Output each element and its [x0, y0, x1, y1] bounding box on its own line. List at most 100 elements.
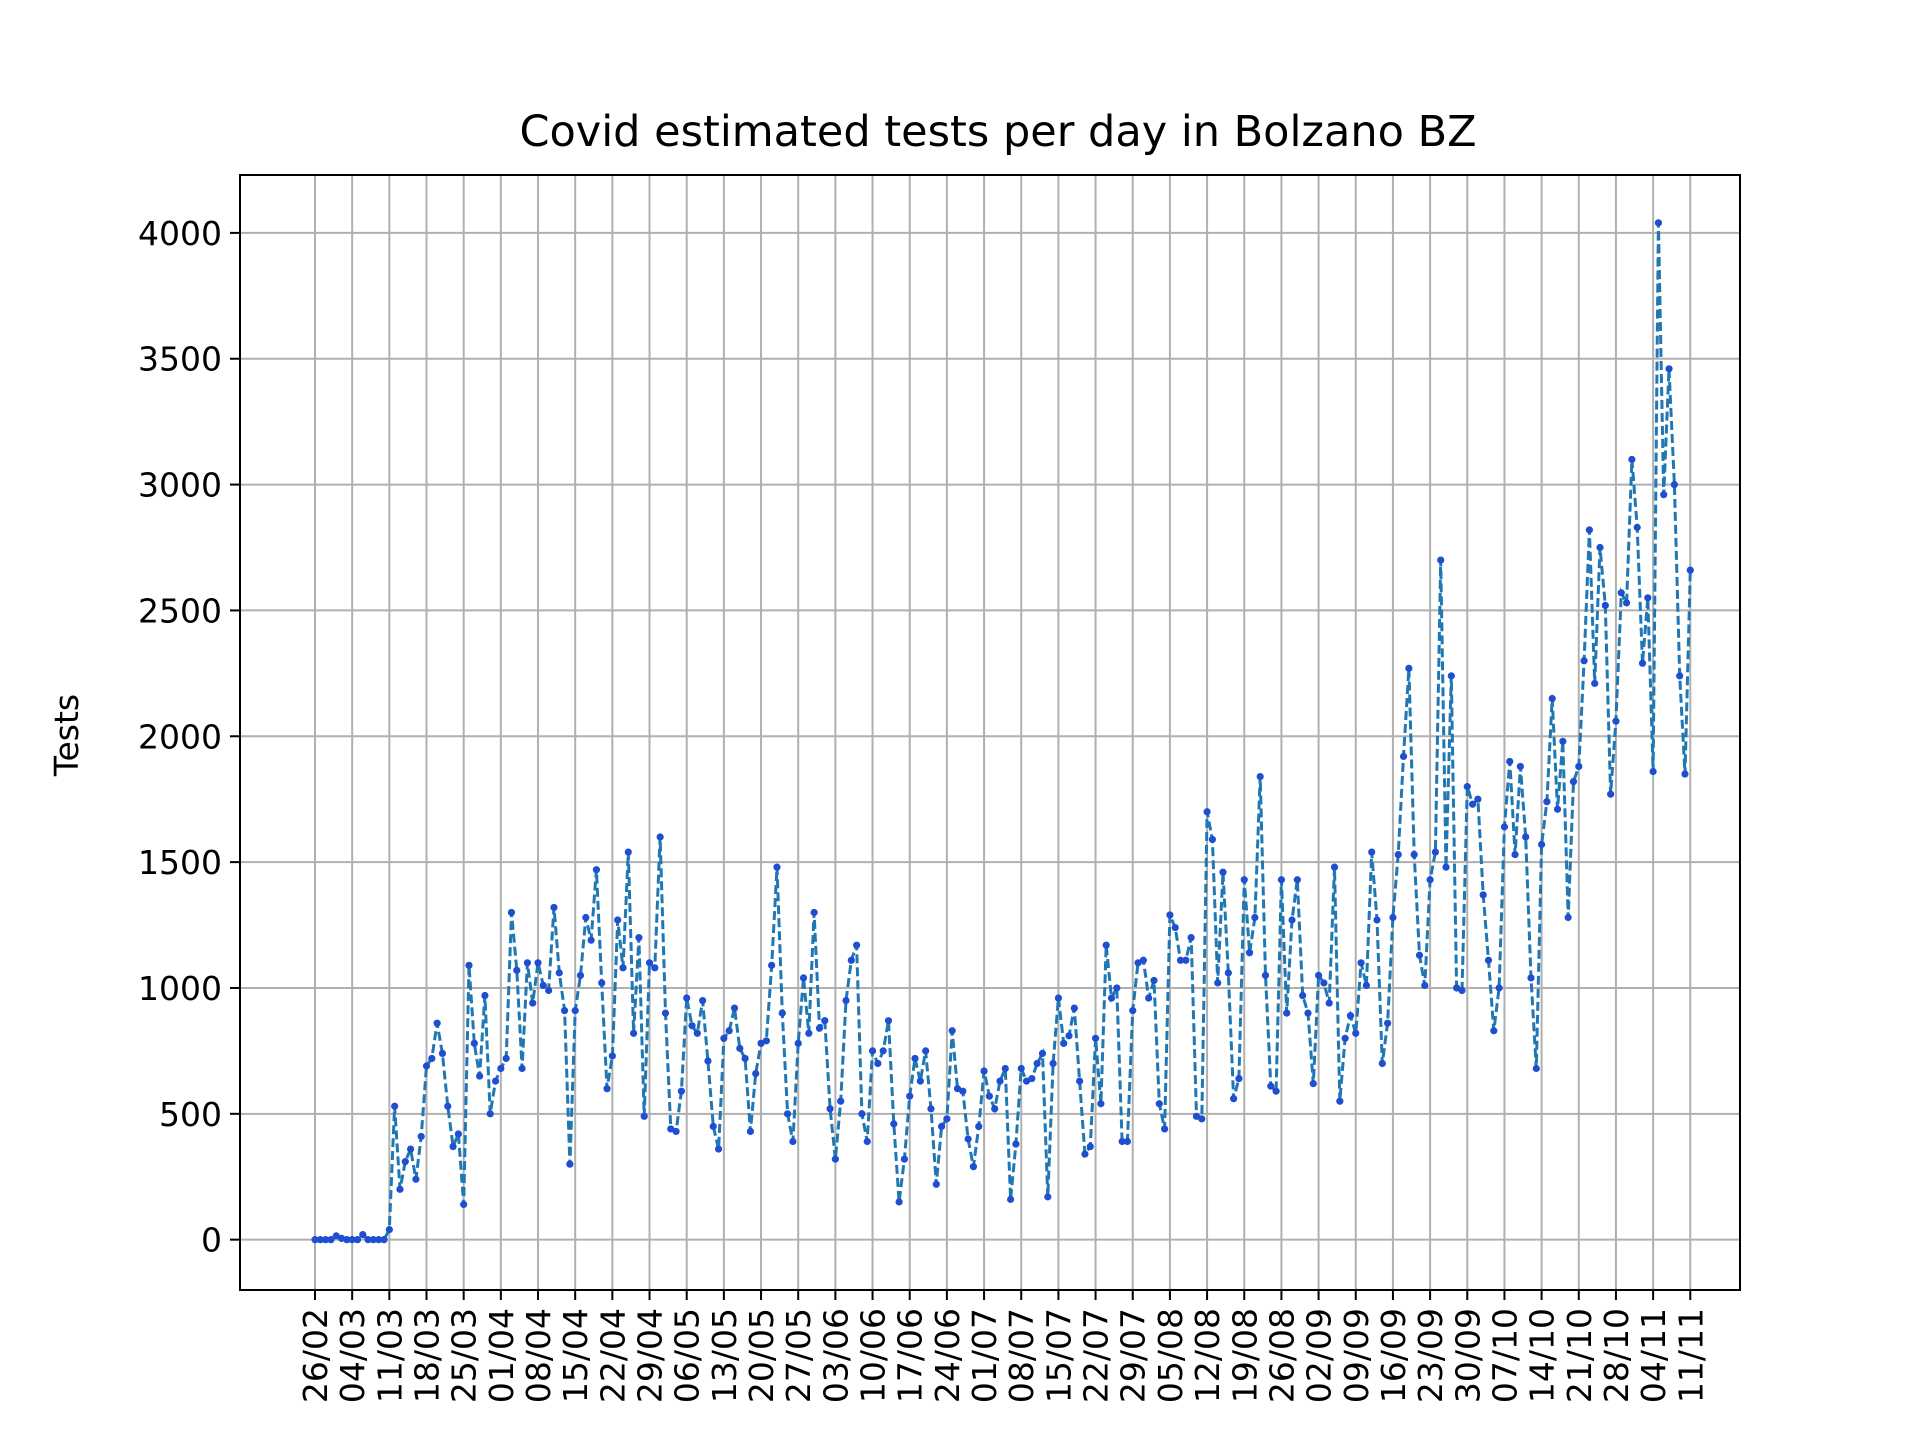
- data-point: [810, 908, 818, 917]
- data-point: [1458, 986, 1466, 995]
- data-point: [1628, 455, 1636, 464]
- data-point: [1107, 994, 1116, 1002]
- y-axis-label: Tests: [47, 694, 86, 777]
- data-point: [1426, 876, 1434, 884]
- y-tick-label: 2500: [138, 591, 222, 630]
- data-point: [1049, 1059, 1057, 1068]
- data-point: [316, 1236, 324, 1244]
- data-point: [513, 966, 521, 974]
- data-point: [624, 848, 632, 856]
- data-point: [1368, 848, 1376, 856]
- x-tick-label: 19/08: [1225, 1308, 1264, 1403]
- data-point: [1033, 1059, 1041, 1068]
- data-point: [380, 1236, 388, 1244]
- data-point: [571, 1007, 579, 1015]
- data-point: [1378, 1059, 1386, 1068]
- data-point: [449, 1142, 457, 1151]
- data-point: [1277, 876, 1286, 884]
- x-tick-label: 26/08: [1262, 1308, 1301, 1403]
- data-point: [916, 1077, 924, 1085]
- data-point: [1564, 913, 1572, 922]
- x-tick-label: 17/06: [891, 1308, 930, 1403]
- data-point: [1272, 1087, 1280, 1095]
- data-point: [1522, 833, 1530, 841]
- data-point: [1320, 979, 1328, 987]
- data-point: [1415, 951, 1424, 959]
- data-point: [460, 1200, 468, 1209]
- grid: [240, 175, 1740, 1290]
- data-point: [1442, 863, 1450, 871]
- data-point: [645, 959, 654, 967]
- x-tick-label: 04/03: [333, 1308, 372, 1403]
- data-point: [1038, 1049, 1047, 1058]
- data-point: [422, 1062, 431, 1070]
- data-point: [614, 916, 622, 924]
- data-point: [1155, 1100, 1163, 1108]
- data-point: [1309, 1080, 1317, 1088]
- data-point: [1044, 1193, 1052, 1201]
- data-point: [858, 1110, 866, 1118]
- data-point: [1235, 1074, 1243, 1083]
- data-point: [730, 1004, 739, 1012]
- data-point: [1373, 916, 1381, 924]
- y-tick-label: 500: [159, 1095, 222, 1134]
- data-point: [428, 1054, 436, 1063]
- data-point: [1076, 1077, 1084, 1085]
- data-point: [327, 1236, 335, 1244]
- x-tick-label: 15/04: [556, 1308, 595, 1403]
- data-point: [534, 959, 542, 967]
- data-point: [1431, 848, 1440, 856]
- data-point: [608, 1052, 616, 1060]
- data-point: [1617, 589, 1625, 597]
- data-point: [704, 1057, 712, 1065]
- x-tick-label: 25/03: [445, 1308, 484, 1403]
- x-tick-label: 28/10: [1597, 1308, 1636, 1403]
- data-point: [1654, 219, 1663, 227]
- data-point: [1596, 543, 1604, 552]
- data-point: [1240, 876, 1248, 884]
- data-point: [322, 1236, 330, 1244]
- data-point: [805, 1029, 813, 1037]
- data-point: [582, 913, 590, 922]
- series-markers: [311, 219, 1694, 1244]
- data-point: [985, 1092, 993, 1100]
- y-tick-label: 0: [201, 1221, 222, 1260]
- x-tick-label: 14/10: [1523, 1308, 1562, 1403]
- data-point: [401, 1158, 409, 1166]
- data-point: [1394, 850, 1402, 859]
- data-point: [768, 961, 776, 969]
- data-point: [964, 1135, 972, 1143]
- data-point: [937, 1122, 946, 1130]
- data-point: [959, 1087, 967, 1095]
- data-point: [799, 974, 808, 982]
- data-point: [576, 971, 585, 979]
- data-point: [1500, 823, 1509, 831]
- data-point: [417, 1132, 425, 1141]
- data-point: [406, 1145, 415, 1153]
- data-point: [746, 1127, 755, 1136]
- x-tick-label: 13/05: [705, 1308, 744, 1403]
- data-point: [831, 1155, 839, 1163]
- data-point: [412, 1175, 420, 1183]
- data-point: [1633, 523, 1641, 531]
- data-point: [640, 1112, 648, 1120]
- data-point: [1198, 1115, 1206, 1123]
- data-point: [1511, 850, 1519, 859]
- data-point: [364, 1236, 372, 1244]
- data-point: [1495, 984, 1503, 992]
- data-point: [688, 1022, 696, 1030]
- data-point: [821, 1017, 829, 1025]
- data-point: [560, 1007, 569, 1015]
- data-point: [1182, 956, 1190, 964]
- x-tick-label: 16/09: [1374, 1308, 1413, 1403]
- data-point: [1543, 798, 1551, 806]
- data-point: [1516, 762, 1524, 771]
- data-point: [1410, 850, 1418, 859]
- data-point: [1081, 1150, 1089, 1158]
- data-point: [1346, 1012, 1355, 1020]
- data-point: [1145, 994, 1153, 1002]
- data-point: [1017, 1064, 1025, 1073]
- plot-frame: [239, 174, 1741, 1291]
- data-point: [1490, 1027, 1498, 1035]
- data-point: [1447, 672, 1455, 680]
